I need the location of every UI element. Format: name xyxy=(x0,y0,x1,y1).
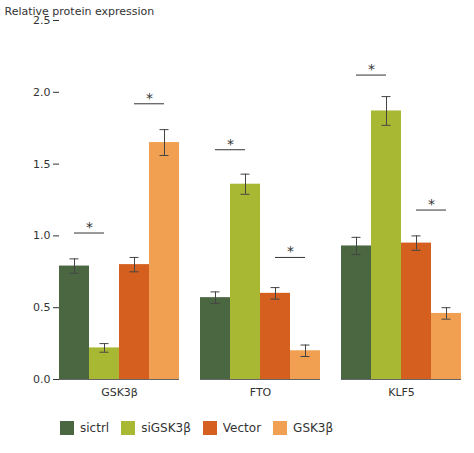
svg-text:*: * xyxy=(86,219,93,235)
svg-text:KLF5: KLF5 xyxy=(388,386,415,399)
svg-text:*: * xyxy=(287,243,294,259)
html-text:siGSK3β: siGSK3β xyxy=(141,420,191,435)
svg-text:2.5: 2.5 xyxy=(33,14,51,27)
svg-text:*: * xyxy=(146,90,153,106)
svg-text:GSK3β: GSK3β xyxy=(101,386,138,399)
svg-text:*: * xyxy=(227,136,234,152)
svg-text:Relative protein expression: Relative protein expression xyxy=(5,5,155,18)
svg-text:1.0: 1.0 xyxy=(33,229,51,242)
html-text:Vector: Vector xyxy=(222,420,262,435)
html-text:GSK3β: GSK3β xyxy=(293,420,334,435)
svg-text:2.0: 2.0 xyxy=(33,86,51,99)
svg-text:*: * xyxy=(368,61,375,77)
svg-text:0.0: 0.0 xyxy=(33,373,51,386)
svg-text:1.5: 1.5 xyxy=(33,158,51,171)
html-text:sictrl: sictrl xyxy=(80,420,110,435)
svg-text:0.5: 0.5 xyxy=(33,301,51,314)
svg-text:FTO: FTO xyxy=(250,386,272,399)
svg-text:*: * xyxy=(428,196,435,212)
